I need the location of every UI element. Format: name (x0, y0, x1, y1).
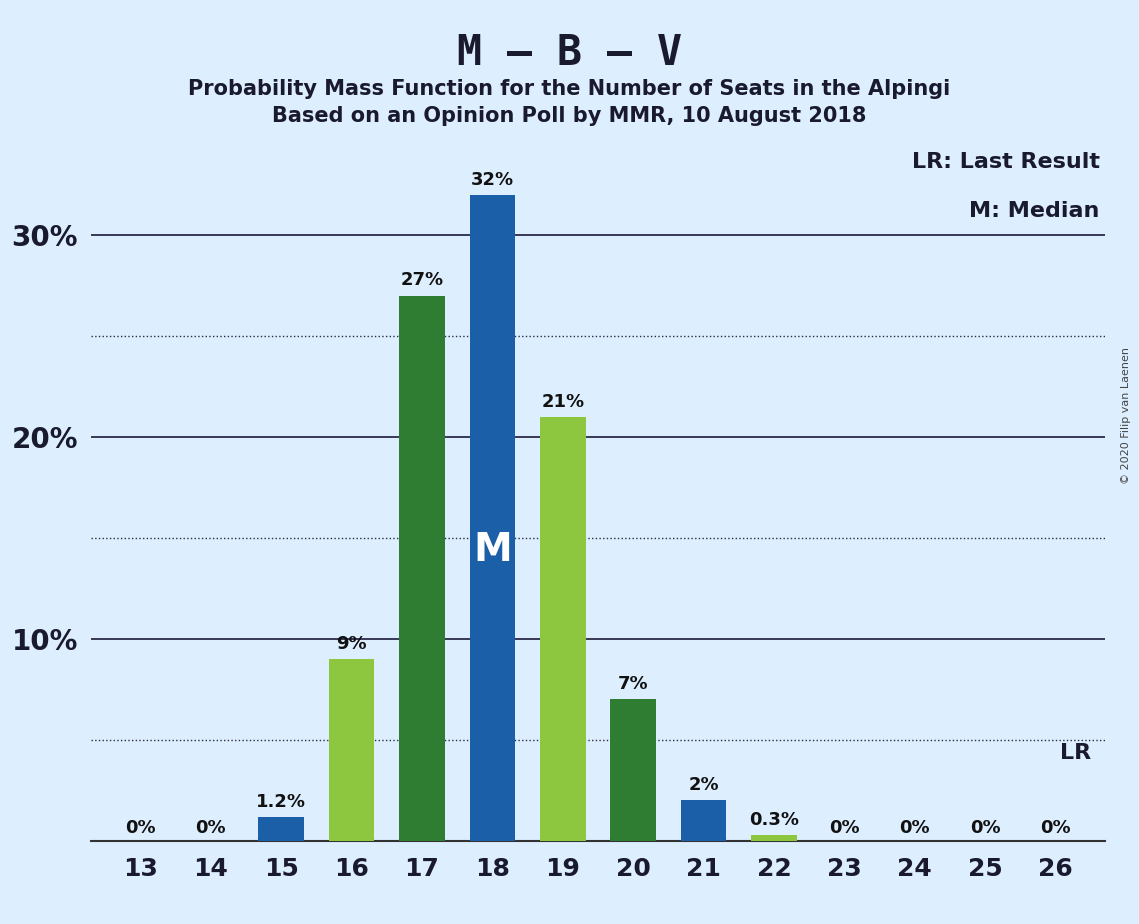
Text: 0%: 0% (829, 819, 860, 837)
Text: M: Median: M: Median (969, 201, 1100, 221)
Bar (399, 296, 445, 841)
Bar (681, 800, 727, 841)
Bar (329, 659, 375, 841)
Text: Probability Mass Function for the Number of Seats in the Alpingi: Probability Mass Function for the Number… (188, 79, 951, 99)
Text: 0%: 0% (196, 819, 227, 837)
Text: 0%: 0% (900, 819, 931, 837)
Text: 32%: 32% (470, 171, 514, 188)
Text: 0%: 0% (969, 819, 1000, 837)
Text: M: M (473, 531, 511, 569)
Text: 0.3%: 0.3% (749, 810, 798, 829)
Text: 0%: 0% (1040, 819, 1071, 837)
Text: LR: LR (1059, 743, 1091, 763)
Bar (751, 834, 797, 841)
Bar (540, 417, 585, 841)
Bar (469, 195, 515, 841)
Text: Based on an Opinion Poll by MMR, 10 August 2018: Based on an Opinion Poll by MMR, 10 Augu… (272, 106, 867, 127)
Text: 7%: 7% (617, 675, 648, 693)
Text: 21%: 21% (541, 393, 584, 410)
Text: © 2020 Filip van Laenen: © 2020 Filip van Laenen (1121, 347, 1131, 484)
Bar (611, 699, 656, 841)
Text: 0%: 0% (125, 819, 156, 837)
Text: 1.2%: 1.2% (256, 793, 306, 810)
Text: 9%: 9% (336, 635, 367, 653)
Text: 27%: 27% (401, 272, 443, 289)
Text: LR: Last Result: LR: Last Result (911, 152, 1100, 172)
Bar (259, 817, 304, 841)
Text: 2%: 2% (688, 776, 719, 795)
Text: M – B – V: M – B – V (457, 32, 682, 74)
